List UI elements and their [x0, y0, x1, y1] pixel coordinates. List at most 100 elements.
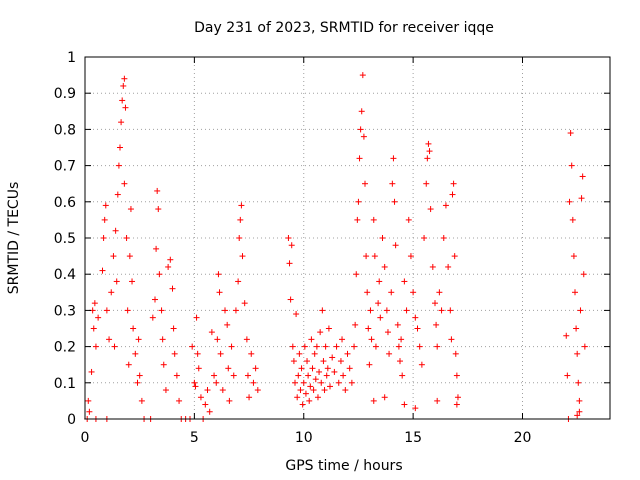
data-point	[567, 130, 574, 137]
x-tick-label: 15	[404, 430, 422, 446]
data-point	[241, 300, 248, 307]
data-point	[214, 336, 221, 343]
data-point	[575, 379, 582, 386]
data-point	[111, 343, 118, 350]
data-point	[320, 358, 327, 365]
x-axis-label: GPS time / hours	[285, 458, 402, 474]
data-point	[395, 343, 402, 350]
data-point	[379, 235, 386, 241]
data-point	[432, 300, 438, 307]
data-point	[298, 365, 305, 372]
data-point	[388, 289, 395, 296]
data-point	[368, 336, 375, 343]
data-point	[333, 343, 340, 350]
data-point	[578, 195, 585, 202]
data-point	[119, 97, 126, 104]
data-point	[370, 216, 377, 223]
y-tick-label: 0.1	[54, 376, 76, 392]
data-point	[377, 314, 384, 321]
data-point	[165, 263, 172, 270]
data-point	[322, 343, 329, 350]
data-point	[429, 263, 436, 270]
data-point	[383, 307, 390, 314]
data-point	[300, 379, 307, 386]
data-point	[108, 289, 115, 296]
data-point	[189, 343, 196, 350]
data-point	[449, 191, 456, 198]
data-point	[294, 394, 301, 401]
data-point	[365, 325, 372, 332]
data-point	[101, 216, 108, 223]
data-point	[293, 311, 300, 318]
data-point	[340, 372, 347, 379]
data-point	[331, 368, 338, 375]
data-point	[195, 365, 202, 372]
data-point	[357, 126, 364, 133]
data-point	[301, 343, 308, 350]
data-point	[438, 307, 445, 314]
data-point	[215, 271, 222, 278]
data-point	[197, 394, 204, 401]
data-point	[302, 390, 309, 397]
data-point	[398, 336, 405, 343]
data-point	[121, 180, 128, 187]
data-point	[401, 401, 408, 408]
data-point	[219, 387, 226, 394]
data-point	[576, 397, 583, 404]
y-tick-label: 0.2	[54, 340, 76, 356]
data-point	[363, 253, 370, 260]
data-point	[191, 379, 198, 386]
data-point	[307, 383, 314, 390]
data-point	[228, 343, 235, 350]
data-point	[370, 397, 377, 404]
data-point	[135, 336, 142, 343]
data-point	[115, 162, 122, 169]
data-point	[149, 314, 156, 321]
data-point	[122, 104, 129, 111]
data-point	[113, 278, 120, 285]
data-point	[445, 263, 452, 270]
data-point	[244, 372, 251, 379]
data-point	[427, 206, 434, 213]
data-point	[123, 235, 130, 241]
data-point	[416, 343, 423, 350]
data-point	[425, 140, 432, 147]
data-point	[355, 198, 362, 205]
data-point	[390, 155, 397, 162]
data-point	[86, 408, 93, 415]
x-tick-label: 10	[295, 430, 313, 446]
data-point	[448, 336, 455, 343]
data-point	[252, 365, 259, 372]
data-point	[127, 206, 134, 213]
data-point	[305, 372, 312, 379]
data-point	[154, 187, 161, 194]
data-point	[235, 278, 242, 285]
data-point	[85, 397, 92, 404]
data-point	[579, 173, 586, 180]
data-point	[312, 376, 319, 383]
data-point	[318, 379, 325, 386]
data-point	[173, 372, 180, 379]
data-point	[360, 133, 367, 140]
data-point	[572, 289, 578, 296]
data-point	[344, 350, 351, 357]
data-point	[226, 397, 233, 404]
data-point	[375, 300, 382, 307]
data-point	[121, 75, 128, 82]
data-point	[576, 408, 583, 415]
data-point	[424, 155, 431, 162]
data-point	[289, 343, 296, 350]
data-point	[213, 379, 220, 386]
data-point	[236, 235, 243, 241]
data-point	[321, 387, 328, 394]
data-point	[366, 361, 373, 368]
data-point	[317, 329, 324, 336]
data-point	[170, 325, 177, 332]
data-point	[434, 343, 441, 350]
y-tick-label: 0.7	[54, 159, 76, 175]
data-point	[570, 253, 577, 260]
data-point	[88, 368, 95, 375]
data-point	[403, 307, 410, 314]
y-tick-label: 0.9	[54, 86, 76, 102]
